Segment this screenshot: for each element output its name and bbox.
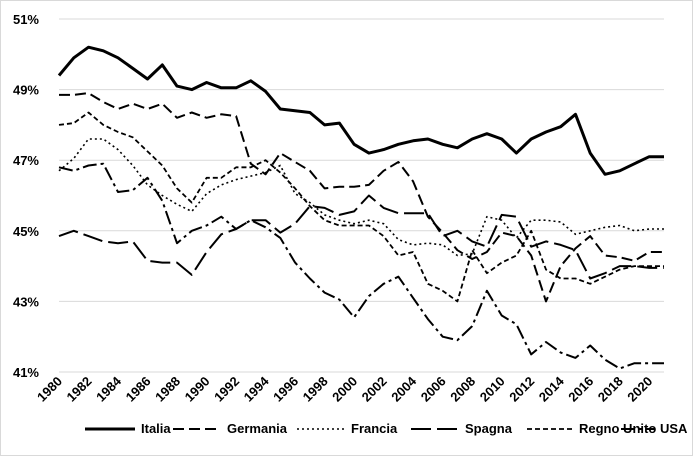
legend-label-usa: USA [660,421,688,436]
x-tick-label: 1990 [182,374,213,405]
y-tick-label: 45% [13,224,39,239]
x-tick-label: 2004 [388,373,420,405]
series-line-italia [57,45,664,176]
x-tick-label: 2002 [359,374,390,405]
legend: Italia Germania Francia Spagna Regno Unito US… [85,421,688,436]
legend-label-spagna: Spagna [465,421,513,436]
legend-label-francia: Francia [351,421,398,436]
legend-label-italia: Italia [141,421,171,436]
series-line-germania [59,92,664,303]
y-tick-label: 49% [13,83,39,98]
x-tick-label: 2020 [624,374,655,405]
y-axis-tick-labels: 41% 43% 45% 47% 49% 51% [13,12,39,380]
series-line-regno-unito [58,111,664,303]
x-tick-label: 2000 [329,374,360,405]
legend-label-regno-unito: Regno Unito [579,421,656,436]
x-tick-label: 1998 [300,374,331,405]
x-tick-label: 1992 [211,374,242,405]
x-tick-label: 1988 [152,374,183,405]
x-tick-label: 2008 [447,374,478,405]
y-tick-label: 43% [13,294,39,309]
series-line-francia [58,138,664,257]
series-lines [57,45,664,370]
series-line-spagna [58,194,664,280]
x-tick-label: 1996 [270,374,301,405]
x-tick-label: 1994 [241,373,273,405]
x-tick-label: 1986 [123,374,154,405]
x-tick-label: 2006 [418,374,449,405]
x-tick-label: 1984 [93,373,125,405]
x-tick-label: 1982 [64,374,95,405]
x-tick-label: 2016 [565,374,596,405]
y-tick-label: 51% [13,12,39,27]
x-tick-label: 2014 [536,373,568,405]
legend-label-germania: Germania [227,421,288,436]
x-tick-label: 2010 [477,374,508,405]
x-tick-label: 2012 [506,374,537,405]
gridlines [59,18,664,373]
x-axis: 1980198219841986198819901992199419961998… [34,373,655,405]
series-line-usa [58,162,664,370]
x-tick-label: 2018 [595,374,626,405]
y-tick-label: 41% [13,365,39,380]
y-tick-label: 47% [13,153,39,168]
